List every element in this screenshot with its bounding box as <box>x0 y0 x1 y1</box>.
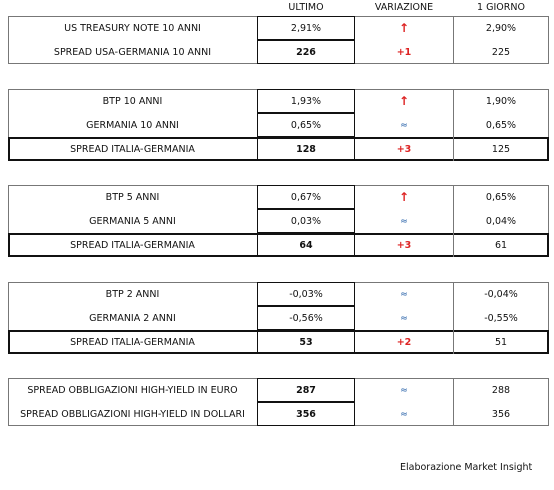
row-label: BTP 10 ANNI <box>102 95 163 107</box>
giorno-value: 1,90% <box>485 95 517 107</box>
cell-border <box>453 378 549 402</box>
giorno-value: 0,04% <box>485 215 517 227</box>
cell-border <box>453 113 549 137</box>
variazione-value: ↑ <box>398 190 410 204</box>
row-label: BTP 5 ANNI <box>105 191 160 203</box>
ultimo-value: 0,67% <box>290 191 322 203</box>
ultimo-value: 0,03% <box>290 215 322 227</box>
cell-border <box>453 209 549 233</box>
ultimo-value: 0,65% <box>290 119 322 131</box>
giorno-value: 2,90% <box>485 22 517 34</box>
ultimo-value: 287 <box>296 384 316 396</box>
giorno-value: -0,55% <box>484 312 518 324</box>
cell-border <box>257 378 355 402</box>
row-label: SPREAD ITALIA-GERMANIA <box>70 336 195 348</box>
cell-border <box>453 40 549 64</box>
cell-border <box>453 402 549 426</box>
cell-border <box>453 137 549 161</box>
ultimo-value: 128 <box>296 143 316 155</box>
row-label: US TREASURY NOTE 10 ANNI <box>64 22 201 34</box>
cell-border <box>453 89 549 113</box>
row-label: GERMANIA 5 ANNI <box>89 215 176 227</box>
variazione-value: ↑ <box>398 21 410 35</box>
cell-border <box>257 40 355 64</box>
cell-border <box>257 330 355 354</box>
footer: Elaborazione Market Insight <box>400 461 533 473</box>
cell-border <box>257 16 355 40</box>
giorno-value: 288 <box>491 384 511 396</box>
giorno-value: 61 <box>494 239 508 251</box>
ultimo-value: 53 <box>299 336 313 348</box>
variazione-value: ≈ <box>400 119 408 131</box>
cell-border <box>453 16 549 40</box>
giorno-value: 125 <box>491 143 511 155</box>
row-label: SPREAD ITALIA-GERMANIA <box>70 143 195 155</box>
row-label: GERMANIA 10 ANNI <box>86 119 179 131</box>
variazione-value: +2 <box>396 336 412 348</box>
cell-border <box>453 233 549 257</box>
row-label: SPREAD USA-GERMANIA 10 ANNI <box>53 46 212 58</box>
col-header: 1 GIORNO <box>477 1 525 13</box>
cell-border <box>453 306 549 330</box>
cell-border <box>257 185 355 209</box>
variazione-value: +1 <box>396 46 412 58</box>
cell-border <box>257 233 355 257</box>
variazione-value: +3 <box>396 239 412 251</box>
giorno-value: 0,65% <box>485 119 517 131</box>
giorno-value: 0,65% <box>485 191 517 203</box>
giorno-value: 51 <box>494 336 508 348</box>
ultimo-value: 64 <box>299 239 313 251</box>
ultimo-value: 1,93% <box>290 95 322 107</box>
giorno-value: 356 <box>491 408 511 420</box>
cell-border <box>257 282 355 306</box>
variazione-value: ↑ <box>398 94 410 108</box>
cell-border <box>257 137 355 161</box>
giorno-value: 225 <box>491 46 511 58</box>
ultimo-value: 2,91% <box>290 22 322 34</box>
col-header: VARIAZIONE <box>374 1 434 13</box>
row-label: GERMANIA 2 ANNI <box>89 312 176 324</box>
col-header: ULTIMO <box>288 1 324 13</box>
cell-border <box>257 113 355 137</box>
cell-border <box>257 402 355 426</box>
row-label: SPREAD ITALIA-GERMANIA <box>70 239 195 251</box>
row-label: BTP 2 ANNI <box>105 288 160 300</box>
cell-border <box>257 89 355 113</box>
row-label: SPREAD OBBLIGAZIONI HIGH-YIELD IN EURO <box>27 384 238 396</box>
ultimo-value: 356 <box>296 408 316 420</box>
variazione-value: ≈ <box>400 288 408 300</box>
cell-border <box>453 185 549 209</box>
variazione-value: ≈ <box>400 408 408 420</box>
variazione-value: ≈ <box>400 312 408 324</box>
cell-border <box>453 282 549 306</box>
cell-border <box>257 209 355 233</box>
row-label: SPREAD OBBLIGAZIONI HIGH-YIELD IN DOLLAR… <box>20 408 245 420</box>
ultimo-value: -0,03% <box>289 288 323 300</box>
ultimo-value: -0,56% <box>289 312 323 324</box>
cell-border <box>257 306 355 330</box>
variazione-value: +3 <box>396 143 412 155</box>
ultimo-value: 226 <box>296 46 316 58</box>
giorno-value: -0,04% <box>484 288 518 300</box>
cell-border <box>453 330 549 354</box>
variazione-value: ≈ <box>400 384 408 396</box>
variazione-value: ≈ <box>400 215 408 227</box>
